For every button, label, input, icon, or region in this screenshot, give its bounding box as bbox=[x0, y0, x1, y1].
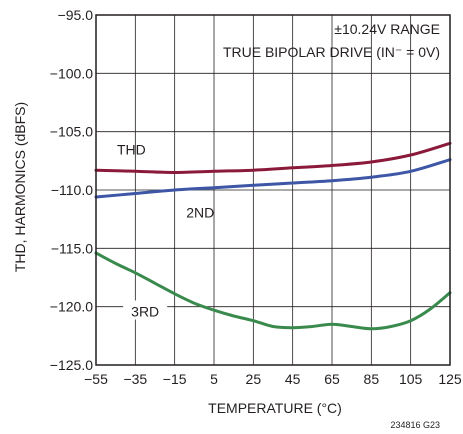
series-lines: THD 2ND 3RD bbox=[94, 141, 452, 331]
x-tick-label: 65 bbox=[324, 371, 340, 387]
x-tick-label: −55 bbox=[84, 371, 108, 387]
x-tick-label: −35 bbox=[123, 371, 147, 387]
plot-frame bbox=[95, 14, 451, 366]
x-axis-title: TEMPERATURE (°C) bbox=[208, 400, 342, 416]
y-axis-title: THD, HARMONICS (dBFS) bbox=[12, 102, 28, 272]
series-label-2nd: 2ND bbox=[186, 204, 214, 220]
figure-id: 234816 G23 bbox=[390, 420, 440, 430]
grid bbox=[96, 15, 450, 365]
y-tick-labels: −95.0 −100.0 −105.0 −110.0 −115.0 −120.0 −125.… bbox=[50, 7, 93, 373]
x-tick-label: 45 bbox=[285, 371, 301, 387]
x-tick-label: −15 bbox=[163, 371, 187, 387]
y-tick-label: −120.0 bbox=[50, 299, 93, 315]
y-tick-label: −125.0 bbox=[50, 357, 93, 373]
y-tick-label: −100.0 bbox=[50, 65, 93, 81]
x-tick-label: 5 bbox=[210, 371, 218, 387]
y-tick-label: −105.0 bbox=[50, 124, 93, 140]
drive-annotation: TRUE BIPOLAR DRIVE (IN⁻ = 0V) bbox=[223, 44, 440, 60]
y-tick-label: −95.0 bbox=[58, 7, 94, 23]
y-tick-label: −115.0 bbox=[51, 240, 93, 256]
series-line-3rd bbox=[94, 251, 452, 331]
x-tick-label: 125 bbox=[438, 371, 462, 387]
series-label-background bbox=[123, 300, 168, 320]
series-label-3rd: 3RD bbox=[131, 304, 159, 320]
x-tick-label: 25 bbox=[246, 371, 262, 387]
series-line-thd bbox=[94, 141, 452, 174]
series-label-thd: THD bbox=[117, 141, 146, 157]
range-annotation: ±10.24V RANGE bbox=[334, 21, 440, 37]
y-tick-label: −110.0 bbox=[51, 182, 93, 198]
x-tick-label: 105 bbox=[399, 371, 423, 387]
series-line-2nd bbox=[94, 158, 452, 199]
x-tick-labels: −55 −35 −15 5 25 45 65 85 105 125 bbox=[84, 371, 462, 387]
x-tick-label: 85 bbox=[364, 371, 380, 387]
